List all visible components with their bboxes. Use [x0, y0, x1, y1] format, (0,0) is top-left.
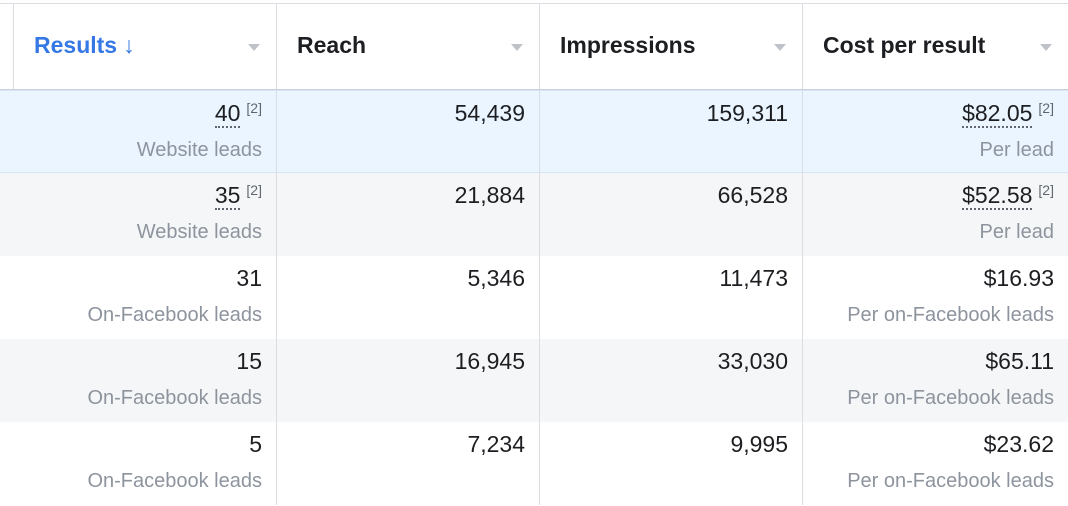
- reach-value: 54,439: [454, 100, 525, 126]
- results-type: Website leads: [136, 221, 262, 243]
- reach-cell: 21,884: [277, 173, 540, 256]
- impressions-cell: 11,473: [540, 256, 803, 339]
- results-value: 15: [236, 348, 262, 374]
- cost-type: Per on-Facebook leads: [847, 387, 1054, 409]
- results-cell: 5 On-Facebook leads: [0, 422, 277, 505]
- cost-per-result-cell: $65.11 Per on-Facebook leads: [803, 339, 1068, 422]
- cost-per-result-cell: $82.05 [2] Per lead: [803, 91, 1068, 174]
- table-header: Results ↓ Reach Impressions Cost per resu…: [0, 4, 1068, 90]
- results-type: On-Facebook leads: [87, 304, 262, 326]
- table-row[interactable]: 15 On-Facebook leads 16,945 33,030 $65.1…: [0, 339, 1068, 422]
- reach-cell: 54,439: [277, 91, 540, 174]
- reach-value: 5,346: [467, 265, 525, 291]
- reach-cell: 7,234: [277, 422, 540, 505]
- reach-value: 21,884: [454, 182, 525, 208]
- cost-value[interactable]: $52.58: [962, 182, 1033, 210]
- cost-per-result-cell: $23.62 Per on-Facebook leads: [803, 422, 1068, 505]
- column-header-cost-per-result[interactable]: Cost per result: [803, 4, 1068, 89]
- results-type: On-Facebook leads: [87, 470, 262, 492]
- column-header-impressions-label[interactable]: Impressions: [560, 32, 696, 58]
- cost-value: $65.11: [985, 348, 1054, 374]
- results-value: 31: [236, 265, 262, 291]
- sort-descending-icon: ↓: [123, 32, 135, 58]
- cost-per-result-cell: $52.58 [2] Per lead: [803, 173, 1068, 256]
- footnote-marker[interactable]: [2]: [1038, 182, 1054, 198]
- reach-cell: 5,346: [277, 256, 540, 339]
- cost-value[interactable]: $82.05: [962, 100, 1033, 128]
- column-header-results[interactable]: Results ↓: [0, 4, 277, 89]
- footnote-marker[interactable]: [2]: [246, 100, 262, 116]
- column-menu-caret-icon[interactable]: [774, 44, 786, 51]
- cost-value: $23.62: [983, 431, 1054, 457]
- impressions-cell: 33,030: [540, 339, 803, 422]
- results-cell: 15 On-Facebook leads: [0, 339, 277, 422]
- footnote-marker[interactable]: [2]: [246, 182, 262, 198]
- results-value: 5: [249, 431, 262, 457]
- impressions-value: 9,995: [730, 431, 788, 457]
- cost-type: Per lead: [979, 221, 1055, 243]
- impressions-cell: 9,995: [540, 422, 803, 505]
- cost-value: $16.93: [983, 265, 1054, 291]
- table-row[interactable]: 40 [2] Website leads 54,439 159,311 $82.0…: [0, 90, 1068, 174]
- column-header-reach[interactable]: Reach: [277, 4, 540, 89]
- table-left-border: [13, 3, 14, 89]
- results-type: On-Facebook leads: [87, 387, 262, 409]
- reach-value: 7,234: [467, 431, 525, 457]
- results-cell: 35 [2] Website leads: [0, 173, 277, 256]
- column-header-results-label[interactable]: Results ↓: [34, 32, 135, 58]
- cost-per-result-cell: $16.93 Per on-Facebook leads: [803, 256, 1068, 339]
- table-row[interactable]: 31 On-Facebook leads 5,346 11,473 $16.93…: [0, 256, 1068, 339]
- results-value[interactable]: 35: [214, 182, 241, 210]
- table-row[interactable]: 5 On-Facebook leads 7,234 9,995 $23.62 P…: [0, 422, 1068, 505]
- cost-type: Per on-Facebook leads: [847, 304, 1054, 326]
- footnote-marker[interactable]: [2]: [1038, 100, 1054, 116]
- results-cell: 40 [2] Website leads: [0, 91, 277, 174]
- column-menu-caret-icon[interactable]: [248, 44, 260, 51]
- column-header-impressions[interactable]: Impressions: [540, 4, 803, 89]
- column-header-cost-per-result-label[interactable]: Cost per result: [823, 32, 986, 58]
- results-type: Website leads: [136, 139, 262, 161]
- impressions-value: 33,030: [717, 348, 788, 374]
- table-top-border: [0, 3, 1068, 4]
- reach-cell: 16,945: [277, 339, 540, 422]
- column-menu-caret-icon[interactable]: [1040, 44, 1052, 51]
- results-cell: 31 On-Facebook leads: [0, 256, 277, 339]
- cost-type: Per on-Facebook leads: [847, 470, 1054, 492]
- column-header-reach-label[interactable]: Reach: [297, 32, 367, 58]
- impressions-value: 159,311: [706, 100, 788, 126]
- table-row[interactable]: 35 [2] Website leads 21,884 66,528 $52.58…: [0, 173, 1068, 256]
- impressions-cell: 159,311: [540, 91, 803, 174]
- reach-value: 16,945: [454, 348, 525, 374]
- column-menu-caret-icon[interactable]: [511, 44, 523, 51]
- impressions-cell: 66,528: [540, 173, 803, 256]
- results-value[interactable]: 40: [214, 100, 241, 128]
- impressions-value: 11,473: [719, 265, 788, 291]
- impressions-value: 66,528: [717, 182, 788, 208]
- cost-type: Per lead: [979, 139, 1055, 161]
